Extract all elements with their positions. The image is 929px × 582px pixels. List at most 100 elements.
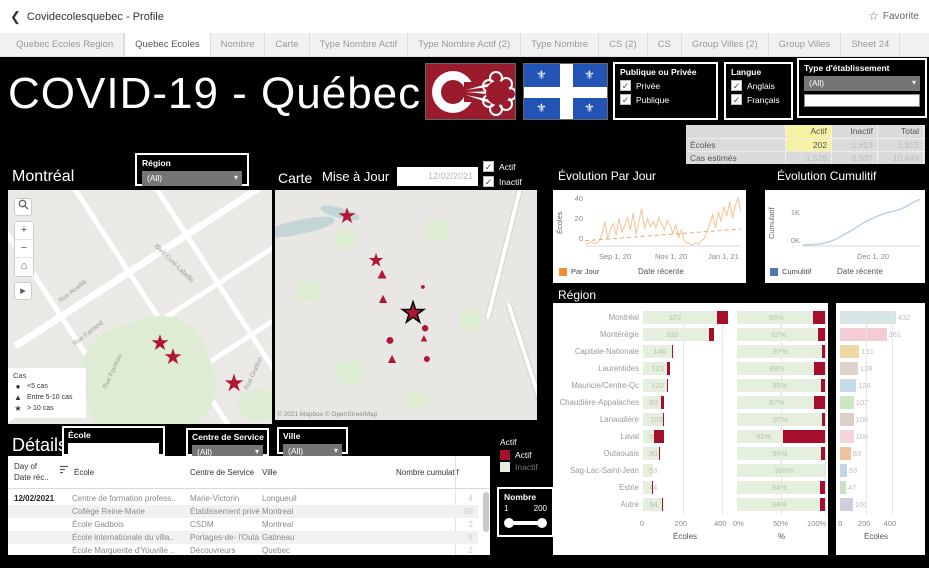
region-total-bar[interactable] xyxy=(840,413,854,426)
ecole-search-input[interactable] xyxy=(68,443,159,456)
star-marker[interactable]: ★ xyxy=(367,250,385,272)
col-header-ecole[interactable]: École xyxy=(74,468,95,477)
col-header-ville[interactable]: Ville xyxy=(262,468,277,477)
pan-arrow-button[interactable]: ▸ xyxy=(14,282,32,300)
region-actif-bar[interactable] xyxy=(661,396,665,409)
region-row-label[interactable]: Montréal xyxy=(608,313,639,322)
region-pct-bar[interactable] xyxy=(737,498,820,511)
circle-marker[interactable]: ● xyxy=(420,319,430,337)
region-pct-bar[interactable] xyxy=(737,481,820,494)
tab-type-nombre-actif[interactable]: Type Nombre Actif xyxy=(310,33,409,56)
region-inactif-bar[interactable] xyxy=(643,345,672,358)
region-total-bar[interactable] xyxy=(840,447,851,460)
tab-carte[interactable]: Carte xyxy=(265,33,310,56)
back-chevron-icon[interactable]: ❮ xyxy=(10,9,21,24)
circle-marker[interactable]: ● xyxy=(385,332,395,349)
region-dropdown[interactable]: (All) ▾ xyxy=(142,171,242,186)
region-actif-bar[interactable] xyxy=(708,328,715,341)
tab-group-villes-2-[interactable]: Group Villes (2) xyxy=(682,33,769,56)
region-inactif-bar[interactable] xyxy=(643,362,668,375)
checkbox-francais[interactable]: ✓ xyxy=(731,94,742,105)
region-total-panel[interactable]: 4323611511391261071061068353471000200400… xyxy=(836,303,925,555)
evolution-par-jour-chart[interactable]: Écoles 40 20 0 Sep 1, 20 Nov 1, 20 Jan 1… xyxy=(553,190,746,283)
star-marker[interactable]: ★ xyxy=(337,203,357,228)
region-pct-bar[interactable] xyxy=(737,396,814,409)
star-marker[interactable]: ★ xyxy=(163,344,183,369)
region-pct-actif-bar[interactable] xyxy=(814,362,825,375)
circle-marker[interactable]: ● xyxy=(422,350,432,366)
star-marker[interactable]: ★ xyxy=(223,370,245,397)
region-inactif-bar[interactable] xyxy=(643,498,662,511)
region-pct-bar[interactable] xyxy=(737,413,823,426)
triangle-marker[interactable]: ▲ xyxy=(376,290,390,306)
col-header-cds[interactable]: Centre de Service xyxy=(190,468,255,477)
carte-map[interactable]: © 2021 Mapbox © OpenStreetMap ★ ★ ▲ ● ▲ ★ ● ▲ ● ▲… xyxy=(275,190,537,420)
region-actif-bar[interactable] xyxy=(667,362,671,375)
tab-type-nombre[interactable]: Type Nombre xyxy=(521,33,600,56)
tab-cs[interactable]: CS xyxy=(648,33,682,56)
region-row-label[interactable]: Mauricie/Centre-Qc xyxy=(571,381,639,390)
evolution-cumulitif-chart[interactable]: Cumulatif 1K 0K Dec 1, 20 Cumulitif Date… xyxy=(765,190,925,283)
region-inactif-bar[interactable] xyxy=(643,481,652,494)
region-total-bar[interactable] xyxy=(840,396,854,409)
actif-swatch[interactable] xyxy=(500,450,510,460)
tab-quebec-ecoles[interactable]: Quebec Ecoles xyxy=(124,33,211,56)
table-row[interactable]: Collège Reine-Marie Établissement privé Mo… xyxy=(8,505,478,518)
zoom-out-button[interactable]: − xyxy=(15,240,33,258)
region-pct-actif-bar[interactable] xyxy=(819,481,825,494)
details-table[interactable]: Day of Date réc.. École Centre de Servic… xyxy=(8,456,490,555)
region-pct-bar[interactable] xyxy=(737,311,813,324)
region-pct-bar[interactable] xyxy=(737,447,822,460)
region-pct-actif-bar[interactable] xyxy=(817,328,825,341)
region-pct-bar[interactable] xyxy=(737,464,825,477)
table-row[interactable]: École Gadbois CSDM Montreal 2 xyxy=(8,518,478,531)
slider-track[interactable] xyxy=(504,518,547,528)
region-row-label[interactable]: Lanaudière xyxy=(599,415,639,424)
region-pct-actif-bar[interactable] xyxy=(821,447,825,460)
zoom-in-button[interactable]: + xyxy=(15,222,33,240)
region-inactif-bar[interactable] xyxy=(643,396,662,409)
table-row[interactable]: École Marguerite d'Youville .. Découvreur… xyxy=(8,544,478,555)
region-row-label[interactable]: Laval xyxy=(620,432,639,441)
region-inactif-bar[interactable] xyxy=(643,430,654,443)
region-pct-actif-bar[interactable] xyxy=(782,430,825,443)
region-actif-bar[interactable] xyxy=(651,481,653,494)
type-etablissement-dropdown[interactable]: (All) ▾ xyxy=(804,76,920,91)
table-row[interactable]: École internationale du villa.. Portages-… xyxy=(8,531,478,544)
region-pct-actif-bar[interactable] xyxy=(822,413,825,426)
tab-group-villes[interactable]: Group Villes xyxy=(769,33,842,56)
region-actif-bar[interactable] xyxy=(653,430,664,443)
region-pct-actif-bar[interactable] xyxy=(822,345,825,358)
circle-marker[interactable]: ● xyxy=(420,281,426,292)
checkbox-actif[interactable]: ✓ xyxy=(483,161,494,172)
tab-cs-2-[interactable]: CS (2) xyxy=(599,33,648,56)
region-total-bar[interactable] xyxy=(840,379,857,392)
region-pct-actif-bar[interactable] xyxy=(820,379,825,392)
region-inactif-bar[interactable] xyxy=(643,464,654,477)
region-pct-bar[interactable] xyxy=(737,379,821,392)
table-row[interactable]: 12/02/2021 Centre de formation profess.. M… xyxy=(8,492,478,505)
home-button[interactable]: ⌂ xyxy=(15,258,33,276)
triangle-marker[interactable]: ▲ xyxy=(418,332,430,345)
ville-dropdown[interactable]: (All) ▾ xyxy=(283,444,342,459)
region-actif-bar[interactable] xyxy=(658,447,660,460)
col-header-nombre[interactable]: Nombre cumulatif xyxy=(396,468,459,477)
region-pct-actif-bar[interactable] xyxy=(812,311,825,324)
col-header-date[interactable]: Date réc.. xyxy=(14,473,49,482)
search-icon[interactable] xyxy=(14,198,32,216)
region-row-label[interactable]: Outaouais xyxy=(603,449,639,458)
region-inactif-bar[interactable] xyxy=(643,447,659,460)
slider-handle-left[interactable] xyxy=(504,518,514,528)
favorite-label[interactable]: Favorite xyxy=(882,10,919,22)
region-pct-actif-bar[interactable] xyxy=(813,396,825,409)
tab-quebec-ecoles-region[interactable]: Quebec Ecoles Region xyxy=(6,33,125,56)
region-actif-bar[interactable] xyxy=(671,345,673,358)
region-row-label[interactable]: Autre xyxy=(620,500,639,509)
region-total-bar[interactable] xyxy=(840,481,847,494)
region-row-label[interactable]: Capitale-Nationale xyxy=(574,347,639,356)
region-row-label[interactable]: Estrie xyxy=(619,483,639,492)
tab-sheet-24[interactable]: Sheet 24 xyxy=(841,33,901,56)
region-pct-bar[interactable] xyxy=(737,430,783,443)
region-pct-bar[interactable] xyxy=(737,328,818,341)
inactif-swatch[interactable] xyxy=(500,462,510,472)
